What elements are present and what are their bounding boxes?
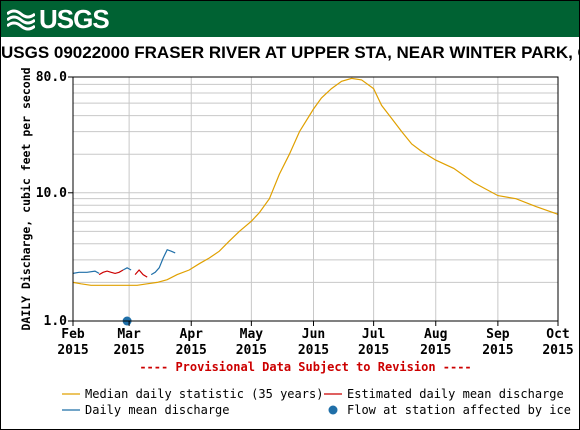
usgs-logo: USGS: [7, 3, 110, 34]
x-tick-month: Aug: [424, 327, 447, 342]
x-tick-year: 2015: [236, 343, 267, 358]
series-daily-mean-line: [72, 270, 100, 274]
legend-label: Flow at station affected by ice: [347, 403, 571, 417]
legend-label: Daily mean discharge: [85, 403, 230, 417]
legend-label: Estimated daily mean discharge: [347, 387, 564, 401]
chart-title: USGS 09022000 FRASER RIVER AT UPPER STA,…: [1, 43, 580, 62]
usgs-logo-icon: [7, 9, 35, 31]
x-tick-month: Jun: [302, 327, 325, 342]
x-tick-year: 2015: [298, 343, 329, 358]
y-axis-label: DAILY Discharge, cubic feet per second: [19, 67, 33, 330]
provisional-note: ---- Provisional Data Subject to Revisio…: [139, 360, 471, 374]
x-tick-month: Sep: [486, 327, 510, 342]
x-tick-year: 2015: [542, 343, 573, 358]
usgs-logo-text: USGS: [39, 3, 110, 34]
x-tick-year: 2015: [113, 343, 144, 358]
x-tick-year: 2015: [358, 343, 389, 358]
x-tick-month: Jul: [362, 327, 385, 342]
series-estimated-line: [134, 269, 148, 278]
x-tick-year: 2015: [482, 343, 513, 358]
x-tick-month: May: [240, 327, 264, 342]
x-tick-month: Apr: [180, 327, 204, 342]
legend-label: Median daily statistic (35 years): [85, 387, 323, 401]
usgs-banner: USGS: [1, 1, 579, 37]
series-estimated-line: [98, 269, 124, 276]
x-tick-year: 2015: [420, 343, 451, 358]
y-tick-label: 80.0: [36, 70, 67, 85]
x-tick-year: 2015: [57, 343, 88, 358]
plot-border: [72, 76, 559, 322]
series-daily-mean-line: [122, 267, 132, 271]
y-tick-label: 1.0: [44, 314, 68, 329]
x-tick-month: Mar: [117, 327, 141, 342]
y-tick-label: 10.0: [36, 186, 67, 201]
x-tick-month: Feb: [61, 327, 85, 342]
series-daily-mean-line: [150, 248, 176, 276]
series-median-line: [72, 77, 559, 286]
x-tick-year: 2015: [176, 343, 207, 358]
legend-swatch: [328, 405, 338, 415]
x-tick-month: Oct: [546, 327, 569, 342]
